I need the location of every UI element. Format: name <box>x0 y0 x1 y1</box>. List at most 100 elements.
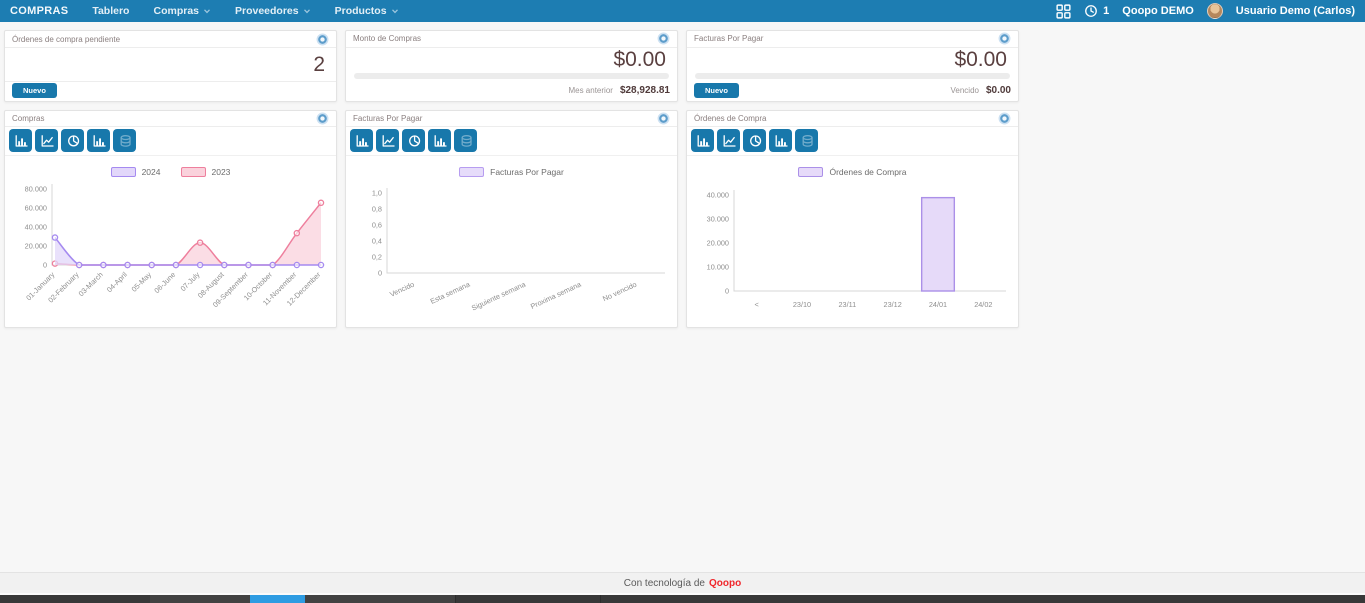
chevron-down-icon <box>391 9 398 14</box>
svg-text:07-July: 07-July <box>178 270 201 293</box>
database-icon <box>802 135 813 147</box>
card-title: Compras <box>12 113 45 123</box>
svg-text:23/11: 23/11 <box>838 300 856 309</box>
footer-label: Mes anterior <box>568 85 613 95</box>
nav-item-proveedores[interactable]: Proveedores <box>235 5 311 17</box>
taskbar-segment[interactable] <box>305 595 455 603</box>
svg-text:24/02: 24/02 <box>974 300 992 309</box>
taskbar-active-app[interactable] <box>250 595 305 603</box>
svg-text:0,2: 0,2 <box>371 253 381 262</box>
chart-legend: Órdenes de Compra <box>687 165 1018 179</box>
svg-text:0: 0 <box>724 287 728 296</box>
svg-text:60.000: 60.000 <box>24 204 46 213</box>
chart-type-line-button[interactable] <box>376 129 399 153</box>
card-title: Órdenes de Compra <box>694 113 767 123</box>
card-title: Órdenes de compra pendiente <box>12 34 121 44</box>
nav-item-label: Compras <box>153 5 199 17</box>
legend-item[interactable]: 2023 <box>180 167 230 177</box>
bar-chart-icon <box>434 135 447 147</box>
svg-text:10.000: 10.000 <box>706 263 728 272</box>
footer-value: $28,928.81 <box>619 84 670 96</box>
nav-item-productos[interactable]: Productos <box>335 5 399 17</box>
legend-label: 2024 <box>141 167 161 177</box>
chart-type-bar-button[interactable] <box>691 129 714 153</box>
activities-button[interactable]: 1 <box>1084 4 1109 18</box>
settings-icon[interactable] <box>657 32 670 45</box>
database-icon <box>461 135 472 147</box>
kpi-footer: Mes anterior $28,928.81 <box>346 81 677 101</box>
chart-type-pie-button[interactable] <box>402 129 425 153</box>
taskbar-segment[interactable] <box>455 595 456 603</box>
svg-text:80.000: 80.000 <box>24 185 46 194</box>
pie-chart-icon <box>408 135 420 147</box>
taskbar-segment[interactable] <box>150 595 250 603</box>
kpi-footer: Nuevo Vencido $0.00 <box>687 81 1018 101</box>
chart-plot-bar: 40.000 30.000 20.000 10.000 0 < 23/10 23/11 23/1… <box>706 190 1006 309</box>
kpi-card-monto-compras: Monto de Compras $0.00 Mes anterior $28,… <box>345 30 678 102</box>
company-menu[interactable]: Qoopo DEMO <box>1122 5 1194 17</box>
taskbar-segment[interactable] <box>600 595 601 603</box>
data-source-button[interactable] <box>795 129 818 153</box>
chart-type-pie-button[interactable] <box>61 129 84 153</box>
apps-grid-icon <box>1056 3 1071 19</box>
chart-type-line-button[interactable] <box>717 129 740 153</box>
settings-icon[interactable] <box>998 112 1011 125</box>
nuevo-button[interactable]: Nuevo <box>12 83 57 98</box>
chart-type-bar2-button[interactable] <box>87 129 110 153</box>
dashboard: Órdenes de compra pendiente 2 Nuevo Mont… <box>0 22 1365 572</box>
chart-type-bar-button[interactable] <box>9 129 32 153</box>
chart-type-bar-button[interactable] <box>350 129 373 153</box>
chart-card-compras: Compras 2024 2023 80.000 60.000 40.000 20.00… <box>4 110 337 328</box>
legend-item[interactable]: 2024 <box>110 167 161 177</box>
chevron-down-icon <box>303 9 310 14</box>
chart-type-bar2-button[interactable] <box>428 129 451 153</box>
nuevo-button[interactable]: Nuevo <box>694 82 739 98</box>
chart-toolbar <box>5 127 336 156</box>
data-source-button[interactable] <box>454 129 477 153</box>
chart-area: Órdenes de Compra 40.000 30.000 20.000 10.0… <box>687 156 1018 327</box>
card-title: Monto de Compras <box>353 34 422 44</box>
settings-icon[interactable] <box>316 33 329 46</box>
svg-text:0: 0 <box>377 269 381 278</box>
app-title-compras[interactable]: COMPRAS <box>10 5 69 17</box>
settings-icon[interactable] <box>316 112 329 125</box>
svg-text:Vencido: Vencido <box>388 280 415 299</box>
svg-text:<: < <box>754 300 758 309</box>
svg-text:04-April: 04-April <box>104 270 128 294</box>
database-icon <box>120 135 131 147</box>
svg-text:0,4: 0,4 <box>371 237 381 246</box>
legend-item[interactable]: Órdenes de Compra <box>798 167 907 177</box>
activity-count-badge: 1 <box>1103 5 1110 17</box>
progress-bar <box>695 72 1010 80</box>
svg-text:20.000: 20.000 <box>24 242 46 251</box>
footer-gap <box>0 593 1365 595</box>
svg-text:Proxima semana: Proxima semana <box>529 279 583 311</box>
chart-canvas: 1,0 0,8 0,6 0,4 0,2 0 Vencido Esta semana Siguie… <box>346 181 677 327</box>
chart-legend: 2024 2023 <box>5 165 336 179</box>
kpi-value: 2 <box>313 52 325 76</box>
card-header: Órdenes de compra pendiente <box>5 31 336 48</box>
legend-swatch <box>110 167 136 177</box>
settings-icon[interactable] <box>657 112 670 125</box>
data-source-button[interactable] <box>113 129 136 153</box>
legend-item[interactable]: Facturas Por Pagar <box>459 167 564 177</box>
settings-icon[interactable] <box>998 32 1011 45</box>
legend-label: Órdenes de Compra <box>829 167 907 177</box>
chart-type-bar2-button[interactable] <box>769 129 792 153</box>
user-menu[interactable]: Usuario Demo (Carlos) <box>1235 5 1355 17</box>
legend-label: Facturas Por Pagar <box>490 167 564 177</box>
dashboard-grid: Órdenes de compra pendiente 2 Nuevo Mont… <box>0 22 1365 328</box>
bar-chart-icon <box>356 135 369 147</box>
nav-item-tablero[interactable]: Tablero <box>92 5 129 17</box>
svg-text:30.000: 30.000 <box>706 215 728 224</box>
user-avatar[interactable] <box>1206 3 1223 19</box>
chart-type-pie-button[interactable] <box>743 129 766 153</box>
nav-item-compras[interactable]: Compras <box>153 5 211 17</box>
taskbar[interactable] <box>0 595 1365 603</box>
footer-brand-link[interactable]: Qoopo <box>708 577 742 589</box>
apps-menu-button[interactable] <box>1056 3 1071 19</box>
top-navbar: COMPRAS Tablero Compras Proveedores Prod… <box>0 0 1365 22</box>
nav-item-label: Proveedores <box>235 5 299 17</box>
chart-type-line-button[interactable] <box>35 129 58 153</box>
card-title: Facturas Por Pagar <box>353 113 423 123</box>
